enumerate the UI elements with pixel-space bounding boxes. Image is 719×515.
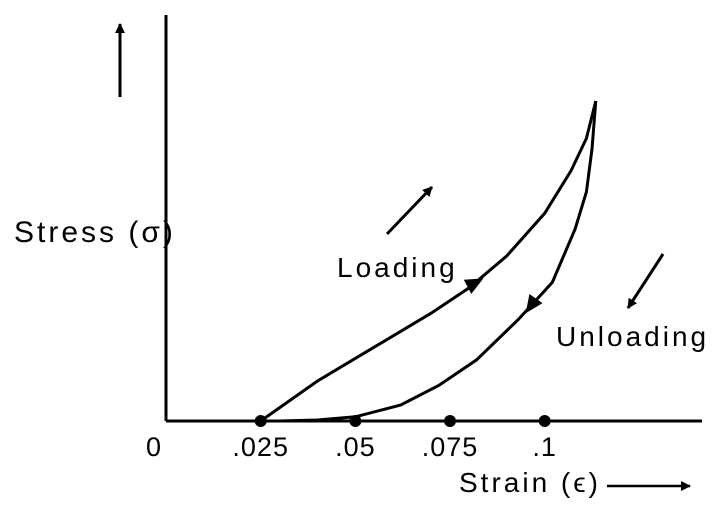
unloading-label: Unloading: [556, 321, 709, 352]
unloading-direction-marker: [525, 293, 543, 314]
x-tick-label: .075: [422, 432, 479, 462]
loading-label: Loading: [337, 252, 458, 283]
x-tick-label: .025: [232, 432, 289, 462]
unloading-curve: [279, 100, 598, 423]
x-tick-dot: [254, 415, 267, 427]
x-tick-label: .05: [335, 432, 376, 462]
origin-label: 0: [146, 432, 162, 462]
x-tick-dot: [444, 415, 456, 427]
y-axis-label: Stress (σ): [14, 216, 176, 249]
loading-curve: [259, 100, 598, 423]
x-tick-dot: [349, 415, 362, 427]
loading-direction-arrow-icon: [385, 185, 434, 236]
x-axis-label: Strain (ϵ): [459, 467, 601, 498]
x-tick-label: .1: [532, 432, 557, 462]
loading-direction-marker: [463, 278, 484, 294]
unloading-direction-arrow-icon: [626, 253, 665, 309]
x-tick-dot: [538, 415, 551, 427]
